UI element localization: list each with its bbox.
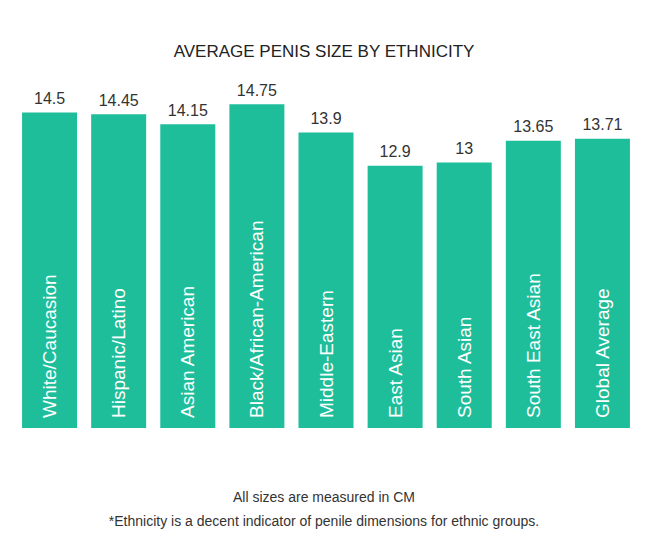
svg-text:13.65: 13.65 — [513, 118, 553, 135]
svg-text:14.45: 14.45 — [99, 92, 139, 109]
svg-text:Black/African-American: Black/African-American — [246, 221, 267, 418]
svg-text:13.9: 13.9 — [310, 110, 341, 127]
svg-text:Global Average: Global Average — [592, 288, 613, 418]
svg-text:13.71: 13.71 — [582, 116, 622, 133]
svg-text:14.75: 14.75 — [237, 82, 277, 99]
svg-text:14.5: 14.5 — [34, 90, 65, 107]
svg-text:14.15: 14.15 — [168, 102, 208, 119]
svg-text:Asian American: Asian American — [177, 286, 198, 418]
svg-text:12.9: 12.9 — [380, 143, 411, 160]
svg-text:All sizes are measured in CM: All sizes are measured in CM — [233, 489, 415, 505]
svg-text:White/Caucasion: White/Caucasion — [39, 274, 60, 418]
svg-text:East Asian: East Asian — [385, 328, 406, 418]
svg-text:*Ethnicity is a decent indicat: *Ethnicity is a decent indicator of peni… — [109, 513, 539, 529]
svg-text:13: 13 — [455, 140, 473, 157]
svg-text:Hispanic/Latino: Hispanic/Latino — [108, 288, 129, 418]
svg-text:AVERAGE PENIS SIZE BY ETHNICIT: AVERAGE PENIS SIZE BY ETHNICITY — [174, 42, 475, 61]
svg-text:South Asian: South Asian — [454, 317, 475, 418]
svg-text:Middle-Eastern: Middle-Eastern — [316, 290, 337, 418]
svg-text:South East Asian: South East Asian — [523, 273, 544, 418]
